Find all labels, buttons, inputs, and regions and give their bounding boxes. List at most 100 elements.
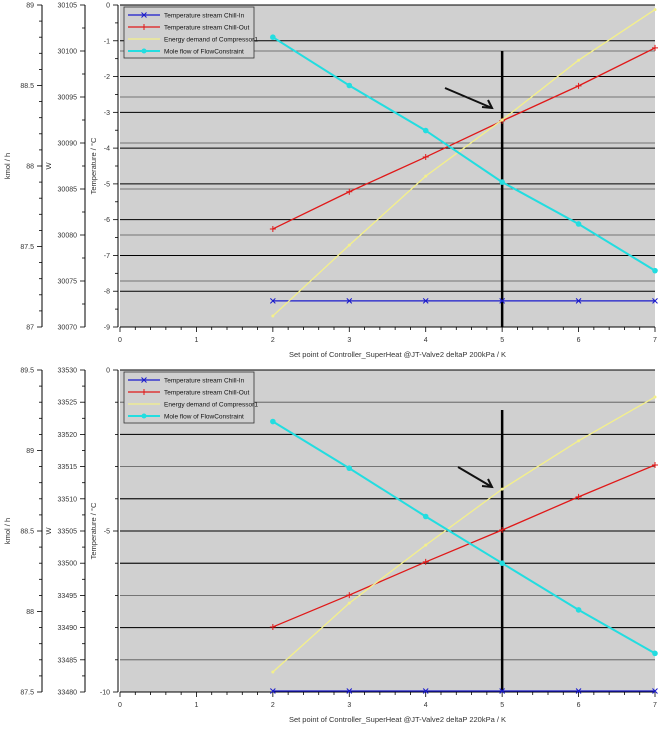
data-point bbox=[422, 513, 429, 520]
data-point bbox=[575, 298, 582, 304]
data-point bbox=[575, 607, 582, 613]
data-point bbox=[500, 118, 504, 122]
x-tick-label: 6 bbox=[577, 702, 581, 709]
series-temperature-stream-chill-in bbox=[270, 688, 658, 694]
data-point bbox=[346, 82, 353, 89]
x-tick-label: 3 bbox=[347, 702, 351, 709]
chart-2: 87.5 88 88.5 89 89.5 kmol / h 33480 33485 33490 3… bbox=[3, 368, 658, 724]
flow-axis-title: kmol / h bbox=[3, 153, 12, 179]
data-point bbox=[270, 688, 276, 694]
x-tick-label: 3 bbox=[347, 337, 351, 344]
data-point bbox=[346, 592, 353, 599]
temp-tick-label: -10 bbox=[100, 690, 110, 697]
data-point bbox=[270, 34, 276, 40]
flow-axis-title: kmol / h bbox=[3, 518, 12, 544]
temp-tick-label: -3 bbox=[104, 110, 110, 117]
flow-tick-label: 88.5 bbox=[20, 83, 34, 90]
series-energy-demand-of-compressor1 bbox=[271, 8, 657, 318]
series-temperature-stream-chill-out bbox=[269, 461, 658, 630]
legend: Temperature stream Chill-In Temperature s… bbox=[123, 6, 258, 59]
x-tick-label: 2 bbox=[271, 337, 275, 344]
data-point bbox=[269, 225, 276, 232]
legend-label: Temperature stream Chill-Out bbox=[164, 25, 249, 32]
x-tick-label: 5 bbox=[500, 337, 504, 344]
flow-tick-label: 88 bbox=[26, 164, 34, 171]
data-point bbox=[422, 558, 429, 565]
arrow-head bbox=[481, 99, 494, 110]
plot-area bbox=[120, 5, 655, 327]
data-point bbox=[652, 267, 658, 274]
temp-tick-label: -8 bbox=[104, 289, 110, 296]
data-point bbox=[422, 688, 429, 694]
flow-tick-label: 87.5 bbox=[20, 244, 34, 251]
flow-tick-label: 89 bbox=[26, 3, 34, 10]
data-point bbox=[499, 560, 505, 566]
data-point bbox=[652, 44, 658, 51]
data-point bbox=[346, 688, 353, 694]
x-tick-label: 1 bbox=[194, 337, 198, 344]
data-point bbox=[575, 221, 582, 227]
temp-tick-label: 0 bbox=[106, 368, 110, 375]
arrow-annotation bbox=[444, 87, 494, 110]
series-mole-flow-of-flowconstraint bbox=[270, 418, 658, 657]
series-line bbox=[272, 396, 656, 673]
x-tick-label: 2 bbox=[271, 702, 275, 709]
data-point bbox=[575, 82, 582, 89]
data-point bbox=[499, 298, 505, 304]
data-point bbox=[652, 650, 658, 657]
legend: Temperature stream Chill-In Temperature s… bbox=[123, 371, 258, 424]
data-point bbox=[270, 418, 276, 425]
series-line bbox=[272, 420, 656, 655]
legend-label: Temperature stream Chill-In bbox=[164, 378, 245, 385]
temp-tick-label: -6 bbox=[104, 217, 110, 224]
data-point bbox=[653, 395, 657, 399]
series-energy-demand-of-compressor1 bbox=[271, 395, 657, 674]
data-point bbox=[577, 58, 581, 62]
x-tick-label: 7 bbox=[653, 702, 657, 709]
arrow-head bbox=[481, 478, 494, 489]
data-point bbox=[652, 461, 658, 468]
flow-tick-label: 89 bbox=[26, 448, 34, 455]
flow-tick-label: 87 bbox=[26, 325, 34, 332]
temp-tick-label: -7 bbox=[104, 253, 110, 260]
arrow-shaft bbox=[444, 87, 493, 109]
data-point bbox=[652, 688, 658, 694]
data-point bbox=[269, 623, 276, 630]
x-axis-title: Set point of Controller_SuperHeat @JT-Va… bbox=[289, 350, 506, 359]
temp-tick-label: 0 bbox=[106, 3, 110, 10]
data-point bbox=[271, 314, 275, 318]
x-tick-label: 4 bbox=[424, 702, 428, 709]
data-point bbox=[500, 487, 504, 491]
power-tick-label: 33500 bbox=[58, 561, 78, 568]
x-tick-label: 7 bbox=[653, 337, 657, 344]
power-tick-label: 30085 bbox=[58, 187, 78, 194]
legend-marker bbox=[141, 48, 147, 54]
power-tick-label: 30105 bbox=[58, 3, 78, 10]
x-tick-label: 1 bbox=[194, 702, 198, 709]
power-tick-label: 33510 bbox=[58, 496, 78, 503]
power-tick-label: 33515 bbox=[58, 464, 78, 471]
series-temperature-stream-chill-out bbox=[269, 44, 658, 232]
power-tick-label: 33505 bbox=[58, 529, 78, 536]
legend-marker bbox=[141, 413, 147, 419]
flow-tick-label: 87.5 bbox=[20, 690, 34, 697]
x-axis-title: Set point of Controller_SuperHeat @JT-Va… bbox=[289, 715, 506, 724]
power-tick-label: 30095 bbox=[58, 95, 78, 102]
power-tick-label: 33525 bbox=[58, 400, 78, 407]
data-point bbox=[347, 601, 351, 605]
data-point bbox=[499, 688, 505, 694]
series-mole-flow-of-flowconstraint bbox=[270, 34, 658, 274]
data-point bbox=[577, 439, 581, 443]
x-tick-label: 6 bbox=[577, 337, 581, 344]
legend-label: Temperature stream Chill-Out bbox=[164, 390, 249, 397]
data-point bbox=[424, 174, 428, 178]
data-point bbox=[424, 543, 428, 547]
temp-tick-label: -1 bbox=[104, 38, 110, 45]
data-point bbox=[422, 298, 429, 304]
data-point bbox=[575, 688, 582, 694]
x-tick-label: 0 bbox=[118, 702, 122, 709]
data-point bbox=[499, 179, 505, 185]
power-tick-label: 33485 bbox=[58, 657, 78, 664]
power-tick-label: 33495 bbox=[58, 593, 78, 600]
